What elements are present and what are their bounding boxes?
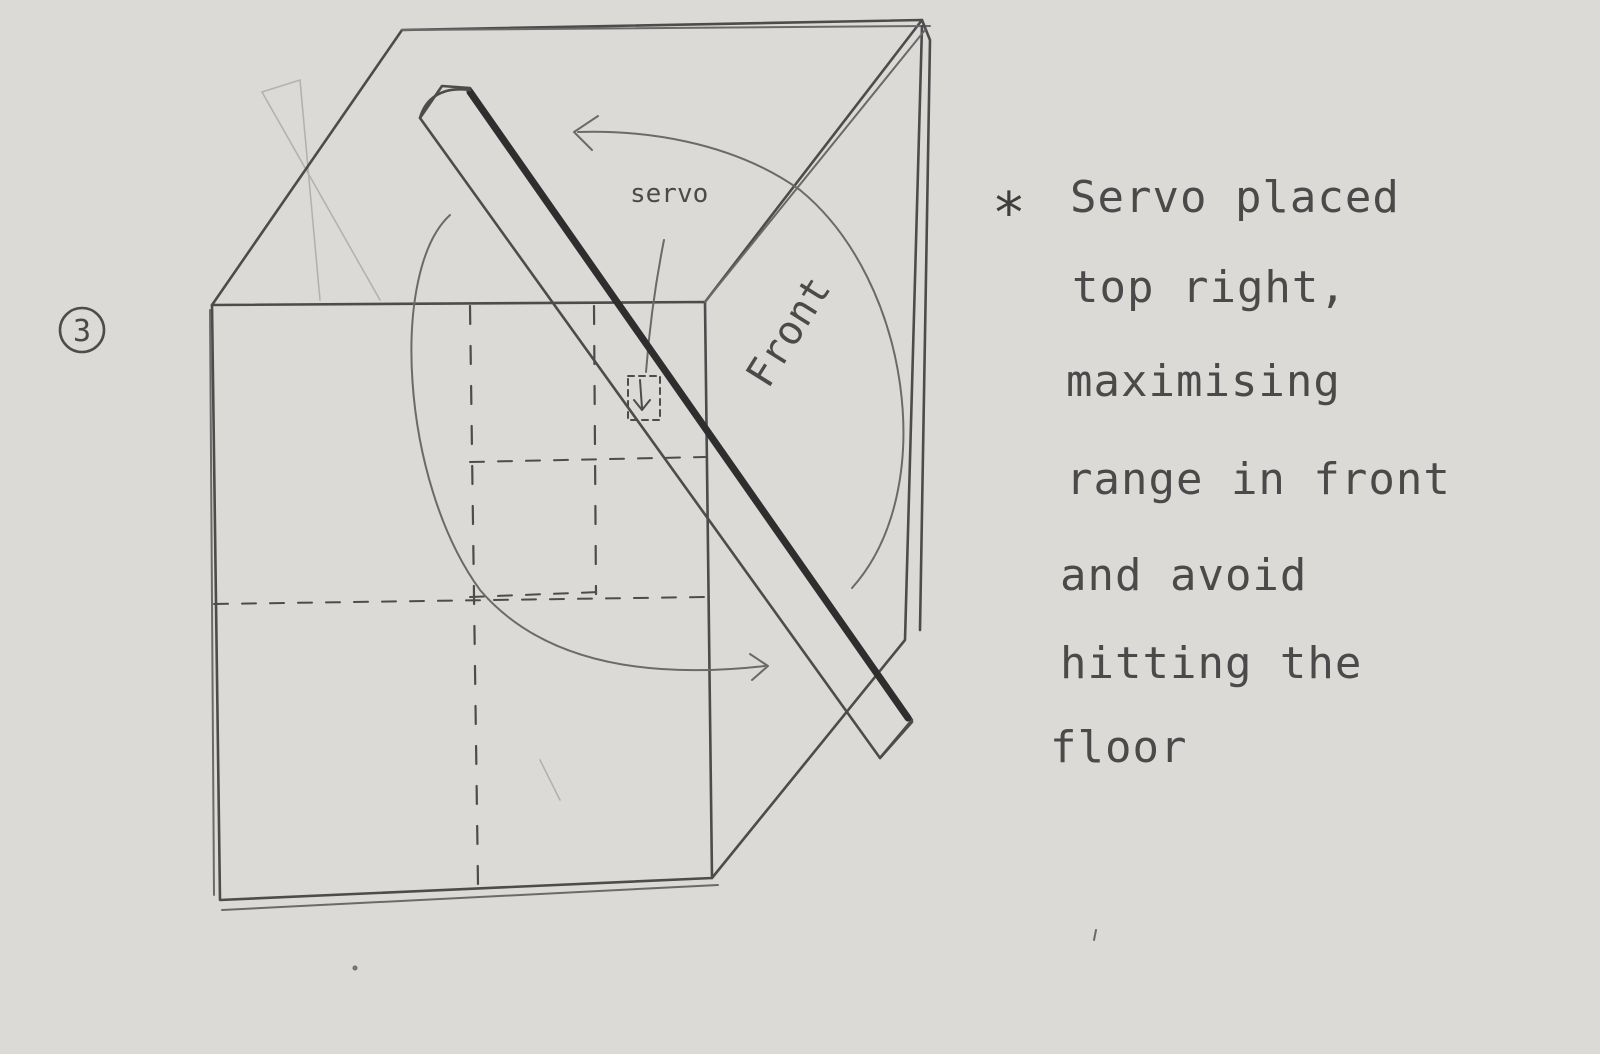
note-line-3: maximising [1066,356,1341,407]
box-top-face [210,18,931,307]
note-block: * Servo placed top right, maximising ran… [992,172,1451,773]
stray-marks [352,929,1097,971]
note-line-4: range in front [1066,454,1451,505]
servo-arm-rod [418,84,914,760]
note-line-6: hitting the [1060,638,1362,689]
step-number: 3 [73,314,91,349]
rotation-arc [410,115,905,681]
note-line-2: top right, [1072,262,1347,313]
construction-lines [261,79,561,801]
box-right-face [704,18,932,880]
note-line-5: and avoid [1060,550,1307,601]
servo-leader-line [645,239,665,373]
note-line-1: Servo placed [1070,172,1400,223]
step-number-marker: 3 [58,306,106,354]
note-line-7: floor [1050,722,1187,773]
servo-marker [627,375,661,421]
servo-label: servo [630,179,708,209]
note-bullet: * [992,181,1026,246]
